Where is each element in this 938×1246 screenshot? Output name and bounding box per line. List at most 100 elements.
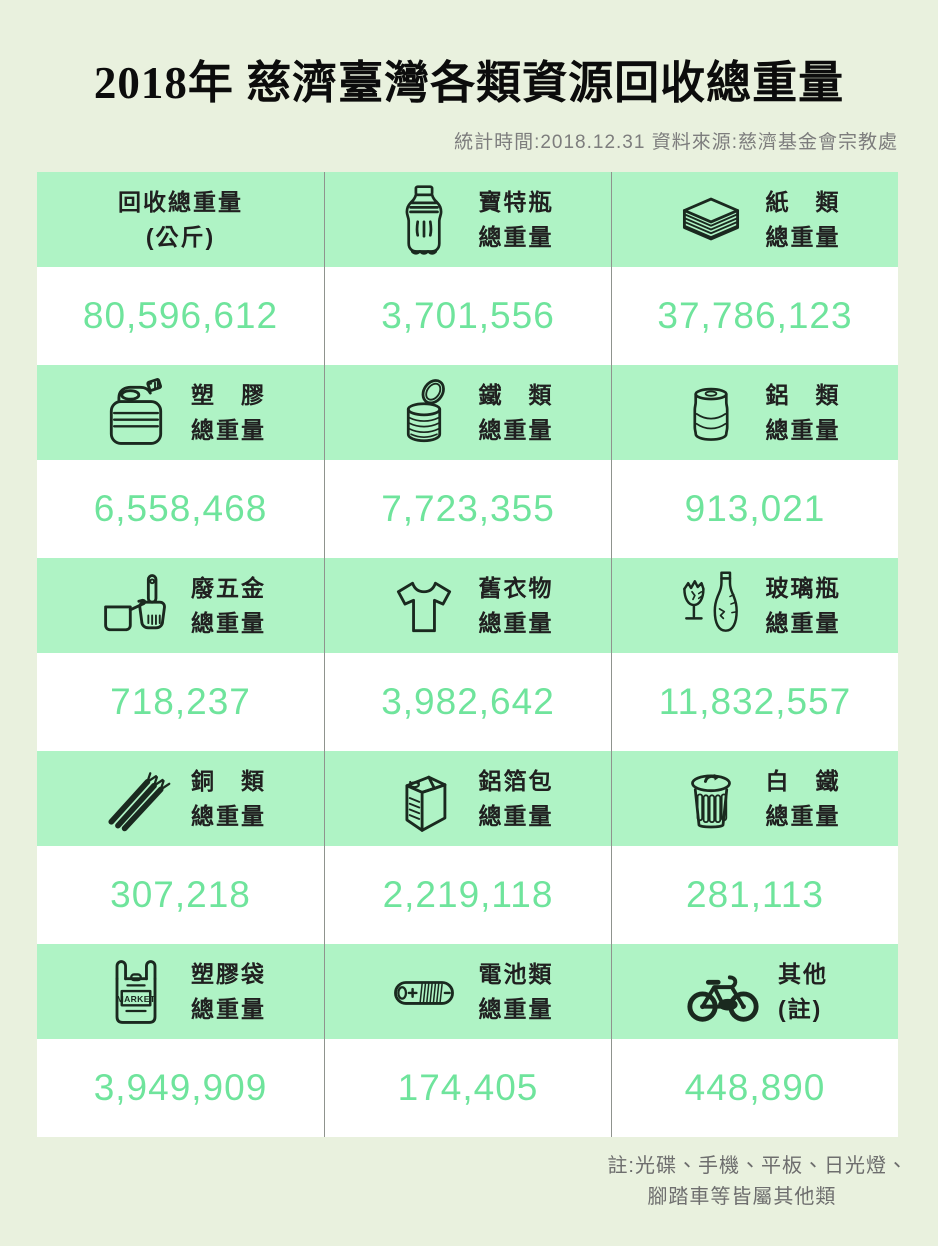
label-line1: 鋁 類 bbox=[765, 382, 841, 408]
value-cell-iron: 7,723,355 bbox=[324, 460, 611, 558]
label-line2: 總重量 bbox=[191, 802, 266, 829]
value-cell-old-clothes: 3,982,642 bbox=[324, 653, 611, 751]
category-label: 鋁箔包 總重量 bbox=[479, 764, 554, 833]
category-label: 寶特瓶 總重量 bbox=[479, 185, 554, 254]
category-label: 紙 類 總重量 bbox=[766, 185, 841, 254]
label-line2: 總重量 bbox=[478, 223, 554, 250]
label-line2: 總重量 bbox=[478, 416, 554, 443]
category-label: 玻璃瓶 總重量 bbox=[766, 571, 841, 640]
value-number: 913,021 bbox=[684, 488, 826, 529]
value-cell-glass: 11,832,557 bbox=[611, 653, 898, 751]
category-cell-aluminum: 鋁 類 總重量 bbox=[611, 365, 898, 460]
broken-glass-bottle-icon bbox=[670, 568, 752, 644]
plastic-jug-icon bbox=[95, 375, 177, 451]
label-line2: 總重量 bbox=[191, 609, 266, 636]
value-number: 281,113 bbox=[686, 874, 824, 915]
value-cell-foil-pack: 2,219,118 bbox=[324, 846, 611, 944]
carton-icon bbox=[383, 761, 465, 837]
category-cell-stainless: 白 鐵 總重量 bbox=[611, 751, 898, 846]
page-title: 2018年 慈濟臺灣各類資源回收總重量 bbox=[93, 58, 845, 108]
label-line2: 總重量 bbox=[478, 802, 554, 829]
value-number: 6,558,468 bbox=[93, 488, 268, 529]
category-cell-copper: 銅 類 總重量 bbox=[37, 751, 324, 846]
category-label: 電池類 總重量 bbox=[479, 957, 554, 1026]
category-label: 塑 膠 總重量 bbox=[191, 378, 266, 447]
label-line1: 電池類 bbox=[478, 961, 554, 987]
category-cell-other: 其他 (註) bbox=[611, 944, 898, 1039]
category-cell-total: 回收總重量 (公斤) bbox=[37, 172, 324, 267]
value-number: 3,701,556 bbox=[381, 295, 555, 336]
label-line1: 銅 類 bbox=[191, 768, 266, 794]
category-label: 舊衣物 總重量 bbox=[479, 571, 554, 640]
category-label: 鋁 類 總重量 bbox=[766, 378, 841, 447]
label-line1: 白 鐵 bbox=[765, 768, 841, 794]
value-number: 2,219,118 bbox=[382, 874, 554, 915]
value-cell-paper: 37,786,123 bbox=[611, 267, 898, 365]
category-cell-scrap-metal: 廢五金 總重量 bbox=[37, 558, 324, 653]
label-line2: 總重量 bbox=[191, 416, 266, 443]
label-line1: 塑 膠 bbox=[191, 382, 266, 408]
label-line2: 總重量 bbox=[478, 995, 554, 1022]
label-line1: 紙 類 bbox=[765, 189, 841, 215]
trash-can-icon bbox=[670, 762, 752, 836]
value-number: 174,405 bbox=[397, 1067, 539, 1108]
label-line2: (註) bbox=[778, 995, 823, 1022]
category-label: 鐵 類 總重量 bbox=[479, 378, 554, 447]
category-label: 其他 (註) bbox=[778, 957, 828, 1026]
label-line2: 總重量 bbox=[478, 609, 554, 636]
value-cell-pet-bottle: 3,701,556 bbox=[324, 267, 611, 365]
category-label: 廢五金 總重量 bbox=[191, 571, 266, 640]
t-shirt-icon bbox=[383, 568, 465, 644]
label-line2: 總重量 bbox=[765, 609, 841, 636]
label-line2: 總重量 bbox=[765, 416, 841, 443]
category-label: 銅 類 總重量 bbox=[191, 764, 266, 833]
label-line1: 廢五金 bbox=[191, 575, 266, 601]
label-line1: 寶特瓶 bbox=[478, 189, 554, 215]
category-cell-foil-pack: 鋁箔包 總重量 bbox=[324, 751, 611, 846]
value-number: 3,982,642 bbox=[381, 681, 555, 722]
category-label: 白 鐵 總重量 bbox=[766, 764, 841, 833]
value-number: 37,786,123 bbox=[657, 295, 853, 336]
svg-text:MARKET: MARKET bbox=[117, 993, 156, 1003]
pot-spatula-icon bbox=[95, 568, 177, 644]
category-label: 回收總重量 (公斤) bbox=[118, 185, 243, 254]
label-line1: 塑膠袋 bbox=[191, 961, 266, 987]
category-cell-battery: 電池類 總重量 bbox=[324, 944, 611, 1039]
category-cell-iron: 鐵 類 總重量 bbox=[324, 365, 611, 460]
value-number: 448,890 bbox=[684, 1067, 826, 1108]
footnote-line2: 腳踏車等皆屬其他類 bbox=[647, 1186, 837, 1208]
footnote: 註:光碟、手機、平板、日光燈、 腳踏車等皆屬其他類 bbox=[607, 1151, 908, 1213]
copper-wire-icon bbox=[95, 761, 177, 837]
bicycle-icon bbox=[682, 953, 764, 1031]
infographic-page: { "header": { "title": "2018年 慈濟臺灣各類資源回收… bbox=[0, 46, 938, 1246]
label-line2: 總重量 bbox=[765, 802, 841, 829]
label-line1: 鐵 類 bbox=[478, 382, 554, 408]
label-line1: 回收總重量 bbox=[118, 189, 243, 215]
aluminum-can-icon bbox=[670, 377, 752, 449]
value-cell-stainless: 281,113 bbox=[611, 846, 898, 944]
tin-can-icon bbox=[383, 376, 465, 450]
value-cell-scrap-metal: 718,237 bbox=[37, 653, 324, 751]
label-line1: 玻璃瓶 bbox=[765, 575, 841, 601]
battery-icon bbox=[383, 954, 465, 1030]
value-cell-copper: 307,218 bbox=[37, 846, 324, 944]
category-cell-pet-bottle: 寶特瓶 總重量 bbox=[324, 172, 611, 267]
category-cell-glass: 玻璃瓶 總重量 bbox=[611, 558, 898, 653]
label-line1: 其他 bbox=[778, 961, 828, 987]
value-cell-aluminum: 913,021 bbox=[611, 460, 898, 558]
value-number: 80,596,612 bbox=[82, 295, 279, 336]
label-line2: 總重量 bbox=[191, 995, 266, 1022]
value-cell-other: 448,890 bbox=[611, 1039, 898, 1137]
value-number: 11,832,557 bbox=[658, 681, 852, 722]
value-number: 307,218 bbox=[110, 874, 251, 915]
category-cell-plastic-bag: MARKET 塑膠袋 總重量 bbox=[37, 944, 324, 1039]
category-cell-paper: 紙 類 總重量 bbox=[611, 172, 898, 267]
value-number: 7,723,355 bbox=[381, 488, 555, 529]
stat-source-line: 統計時間:2018.12.31 資料來源:慈濟基金會宗教處 bbox=[454, 132, 898, 153]
category-label: 塑膠袋 總重量 bbox=[191, 957, 266, 1026]
value-number: 718,237 bbox=[110, 681, 251, 722]
label-line1: 鋁箔包 bbox=[478, 768, 554, 794]
plastic-bag-icon: MARKET bbox=[95, 954, 177, 1030]
value-cell-total: 80,596,612 bbox=[37, 267, 324, 365]
footnote-line1: 註:光碟、手機、平板、日光燈、 bbox=[607, 1155, 908, 1177]
